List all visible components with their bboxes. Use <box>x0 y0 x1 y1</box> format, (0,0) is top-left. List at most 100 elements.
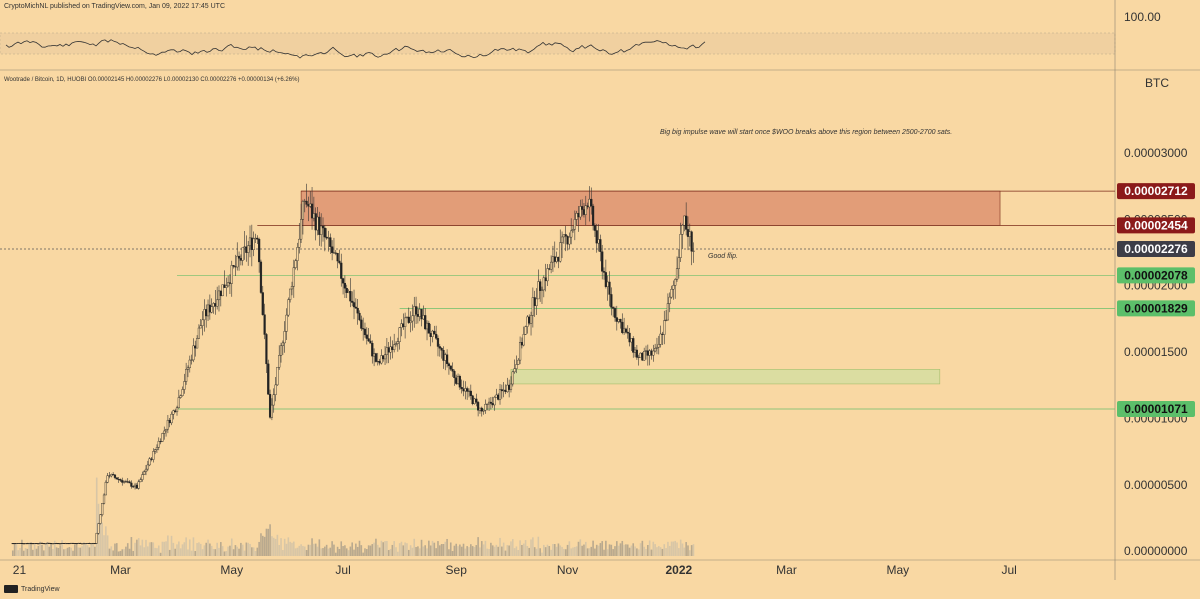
volume-bar <box>511 539 514 556</box>
volume-bar <box>606 549 609 556</box>
candle-body <box>442 350 445 361</box>
candle-body <box>117 478 120 480</box>
candle-body <box>230 265 233 284</box>
volume-bar <box>214 549 217 556</box>
candle-body <box>48 542 51 544</box>
candle-body <box>195 338 199 349</box>
volume-bar <box>566 544 569 556</box>
volume-bar <box>504 550 507 556</box>
volume-bar <box>291 542 293 556</box>
volume-bar <box>274 538 277 556</box>
volume-bar <box>466 546 468 556</box>
candle-body <box>637 356 640 358</box>
volume-bar <box>305 549 308 556</box>
volume-bar <box>46 541 49 556</box>
candle-body <box>438 346 441 349</box>
candle-body <box>506 384 509 393</box>
candle-body <box>593 225 597 231</box>
candle-body <box>228 282 232 284</box>
volume-bar <box>557 543 560 556</box>
candle-body <box>599 239 602 252</box>
candle-body <box>155 447 159 450</box>
price-badge-label: 0.00001829 <box>1124 301 1188 315</box>
volume-bar <box>311 538 313 556</box>
volume-bar <box>324 546 326 556</box>
volume-bar <box>387 550 390 556</box>
volume-bar <box>521 544 523 556</box>
volume-bar <box>22 550 25 556</box>
volume-bar <box>240 542 242 556</box>
candle-body <box>590 198 593 207</box>
volume-bar <box>437 541 439 556</box>
candle-body <box>46 542 49 544</box>
volume-bar <box>338 548 341 556</box>
candle-body <box>502 389 505 392</box>
volume-bar <box>526 546 529 556</box>
candle-body <box>132 486 135 488</box>
candle-body <box>436 338 440 347</box>
candle-body <box>508 384 511 390</box>
candle-body <box>440 348 443 351</box>
candle-body <box>553 256 556 262</box>
candle-body <box>121 480 124 483</box>
volume-bar <box>157 545 160 556</box>
candle-body <box>327 237 330 239</box>
volume-bar <box>595 544 598 556</box>
candle-body <box>555 256 558 262</box>
volume-bar <box>55 547 58 556</box>
volume-bar <box>198 542 200 556</box>
candle-body <box>664 319 668 321</box>
volume-bar <box>167 535 169 556</box>
volume-bar <box>283 538 286 556</box>
candle-body <box>139 479 142 483</box>
volume-bar <box>249 543 251 556</box>
candle-body <box>456 375 460 384</box>
volume-bar <box>508 545 510 556</box>
candle-body <box>473 398 476 405</box>
candle-body <box>159 441 162 443</box>
candle-body <box>177 397 180 408</box>
candle-body <box>623 328 626 333</box>
candle-body <box>404 317 407 327</box>
volume-bar <box>555 546 558 556</box>
price-badge-2 <box>1117 241 1195 258</box>
volume-bar <box>577 541 580 556</box>
volume-bar <box>325 544 328 556</box>
x-tick-label: Jul <box>1001 563 1016 577</box>
candle-body <box>141 474 144 480</box>
volume-bar <box>497 546 499 556</box>
volume-bar <box>194 551 197 556</box>
volume-bar <box>336 546 339 556</box>
volume-bar <box>221 546 224 556</box>
candle-body <box>577 213 580 218</box>
candle-body <box>84 543 87 545</box>
candle-body <box>146 464 149 470</box>
symbol-ohlc-line: Wootrade / Bitcoin, 1D, HUOBI O0.0000214… <box>4 77 300 83</box>
candle-body <box>24 543 27 545</box>
candle-body <box>283 331 286 344</box>
volume-bar <box>358 540 361 556</box>
candle-body <box>389 346 392 353</box>
volume-bar <box>48 546 51 556</box>
volume-bar <box>435 548 437 556</box>
volume-bar <box>369 545 372 556</box>
y-tick-label: 0.00000000 <box>1124 544 1188 558</box>
candle-body <box>633 349 637 353</box>
volume-bar <box>424 545 426 556</box>
volume-bar <box>479 547 481 556</box>
candle-body <box>586 205 589 208</box>
candle-body <box>524 326 527 335</box>
volume-bar <box>168 549 171 556</box>
volume-bar <box>564 549 567 556</box>
candle-body <box>70 542 73 544</box>
price-badge-4 <box>1117 300 1195 317</box>
volume-bar <box>367 545 370 556</box>
candle-body <box>427 322 430 334</box>
candle-body <box>35 543 38 545</box>
candle-body <box>115 477 118 480</box>
candle-body <box>351 300 354 303</box>
candle-body <box>309 203 312 207</box>
candle-body <box>394 343 398 346</box>
